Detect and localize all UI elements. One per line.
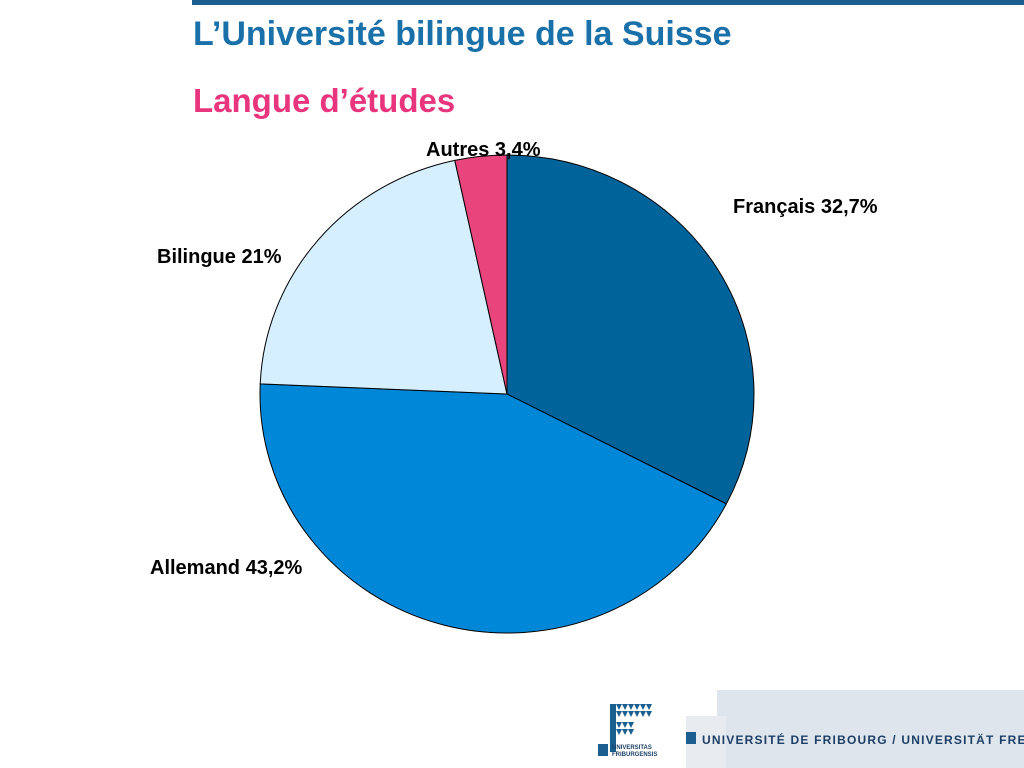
chart-subtitle: Langue d’études bbox=[193, 82, 456, 119]
university-logo-icon bbox=[598, 704, 652, 756]
label-autres: Autres 3,4% bbox=[426, 139, 541, 161]
pie-slice-autres bbox=[454, 154, 508, 395]
footer-band bbox=[717, 690, 1024, 768]
label-bilingue: Bilingue 21% bbox=[157, 246, 282, 268]
label-francais: Français 32,7% bbox=[733, 196, 878, 218]
pie-slice-bilingue bbox=[259, 159, 508, 395]
footer-square-icon bbox=[686, 732, 696, 744]
logo-caption: UNIVERSITAS FRIBURGENSIS bbox=[612, 745, 657, 759]
pie-slice-allemand bbox=[259, 383, 728, 634]
pie-slice-francais bbox=[506, 154, 755, 505]
logo-caption-line-2: FRIBURGENSIS bbox=[612, 752, 658, 758]
top-rule bbox=[192, 0, 1024, 5]
page-title: L’Université bilingue de la Suisse bbox=[193, 15, 732, 53]
label-allemand: Allemand 43,2% bbox=[150, 557, 303, 579]
footer-university-name: UNIVERSITÉ DE FRIBOURG / UNIVERSITÄT FRE… bbox=[702, 733, 1024, 747]
logo-caption-line-1: UNIVERSITAS bbox=[612, 745, 652, 751]
